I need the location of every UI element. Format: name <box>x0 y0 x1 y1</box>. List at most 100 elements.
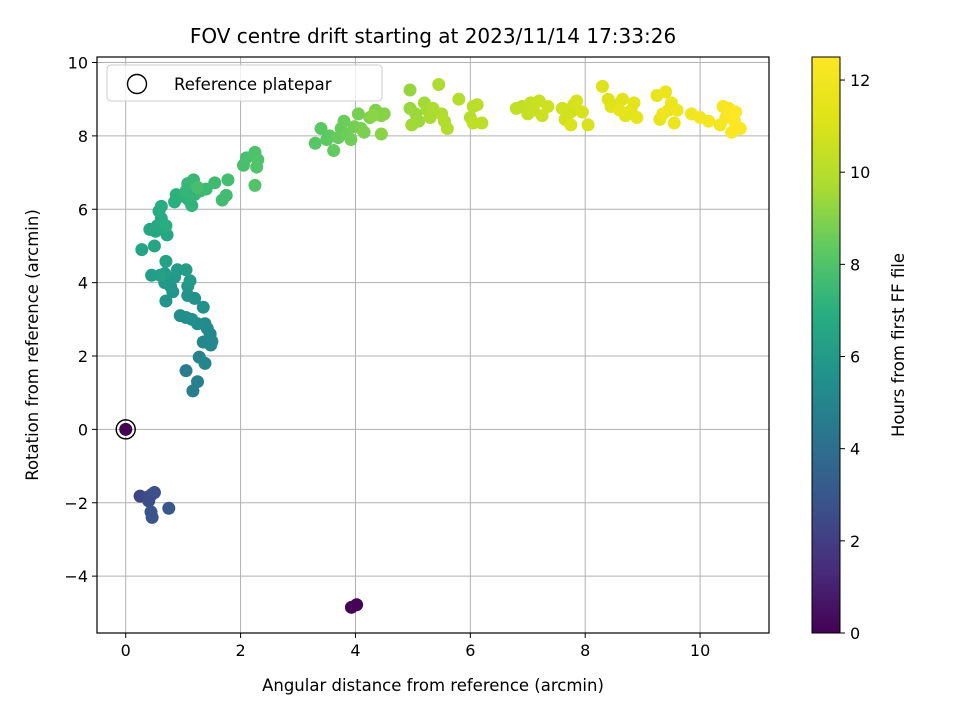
x-axis-ticks: 0 2 4 6 8 10 <box>121 633 710 660</box>
data-point <box>470 98 484 112</box>
data-point <box>630 111 644 125</box>
legend-label-reference: Reference platepar <box>174 75 332 94</box>
data-point <box>179 263 193 277</box>
data-point <box>250 160 264 174</box>
plot-frame <box>96 56 770 634</box>
x-tick-label: 10 <box>690 641 710 660</box>
data-point <box>173 309 187 323</box>
data-point <box>432 78 446 92</box>
data-point <box>366 109 380 123</box>
data-point <box>374 127 388 141</box>
grid-lines <box>97 57 769 633</box>
x-tick-label: 8 <box>580 641 590 660</box>
legend: Reference platepar <box>106 64 383 102</box>
data-point <box>440 122 454 136</box>
x-tick-label: 4 <box>350 641 360 660</box>
data-point <box>575 105 589 119</box>
data-point <box>221 173 235 187</box>
data-point <box>466 116 480 130</box>
colorbar-tick-label: 2 <box>850 532 860 551</box>
data-point <box>564 118 578 132</box>
data-point <box>613 103 627 117</box>
data-point <box>147 239 161 253</box>
data-point <box>248 178 262 192</box>
data-point <box>159 219 173 233</box>
data-point <box>452 92 466 106</box>
data-point <box>350 598 364 612</box>
data-point <box>656 107 670 121</box>
data-point <box>627 96 641 110</box>
colorbar: 0 2 4 6 8 10 12 Hours from first FF file <box>811 56 908 643</box>
x-tick-label: 0 <box>121 641 131 660</box>
data-point <box>219 188 233 202</box>
y-tick-label: 2 <box>78 347 88 366</box>
data-point <box>357 125 371 139</box>
data-point <box>162 501 176 515</box>
data-point <box>147 485 161 499</box>
data-point <box>198 356 212 370</box>
data-point <box>179 364 193 378</box>
reference-platepar-marker <box>115 419 136 440</box>
data-point <box>351 107 365 121</box>
data-point <box>616 92 630 106</box>
colorbar-tick-label: 8 <box>850 255 860 274</box>
colorbar-tick-label: 4 <box>850 440 860 459</box>
data-point <box>541 100 555 114</box>
y-tick-label: 8 <box>78 127 88 146</box>
y-tick-label: −4 <box>64 567 88 586</box>
y-tick-label: −2 <box>64 494 88 513</box>
y-tick-label: 0 <box>78 420 88 439</box>
colorbar-tick-label: 12 <box>850 71 870 90</box>
data-point <box>191 375 205 389</box>
y-tick-label: 4 <box>78 274 88 293</box>
data-point <box>733 122 747 136</box>
legend-marker-reference <box>126 73 148 95</box>
y-tick-label: 6 <box>78 200 88 219</box>
data-point <box>154 199 168 213</box>
data-point <box>327 144 341 158</box>
data-point <box>135 243 149 257</box>
colorbar-label: Hours from first FF file <box>889 253 908 437</box>
data-point <box>308 136 322 150</box>
x-axis-label: Angular distance from reference (arcmin) <box>262 676 604 695</box>
y-axis-label: Rotation from reference (arcmin) <box>23 209 42 481</box>
data-point <box>145 510 159 524</box>
data-point <box>344 133 358 147</box>
chart-title: FOV centre drift starting at 2023/11/14 … <box>190 24 676 48</box>
data-point <box>729 105 743 119</box>
data-point <box>581 118 595 132</box>
data-point <box>659 85 673 99</box>
colorbar-gradient <box>811 56 841 634</box>
colorbar-ticks: 0 2 4 6 8 10 12 <box>840 71 870 643</box>
data-point <box>595 79 609 93</box>
data-point <box>405 118 419 132</box>
data-points <box>115 78 747 614</box>
data-point <box>208 176 222 190</box>
colorbar-tick-label: 10 <box>850 163 870 182</box>
data-point <box>153 268 167 282</box>
colorbar-tick-label: 6 <box>850 348 860 367</box>
x-tick-label: 2 <box>235 641 245 660</box>
data-point <box>570 94 584 108</box>
data-point <box>314 122 328 136</box>
data-point <box>377 107 391 121</box>
legend-box <box>106 64 383 102</box>
x-tick-label: 6 <box>465 641 475 660</box>
data-point <box>119 422 133 436</box>
data-point <box>196 300 210 314</box>
data-point <box>670 103 684 117</box>
data-point <box>159 254 173 268</box>
y-axis-ticks: −4 −2 0 2 4 6 8 10 <box>64 54 97 586</box>
data-point <box>702 114 716 128</box>
data-point <box>403 83 417 97</box>
data-point <box>183 274 197 288</box>
y-tick-label: 10 <box>68 54 88 73</box>
data-point <box>159 294 173 308</box>
data-point <box>191 180 205 194</box>
colorbar-tick-label: 0 <box>850 624 860 643</box>
data-point <box>337 114 351 128</box>
data-point <box>181 288 195 302</box>
data-point <box>185 312 199 326</box>
data-point <box>667 116 681 130</box>
